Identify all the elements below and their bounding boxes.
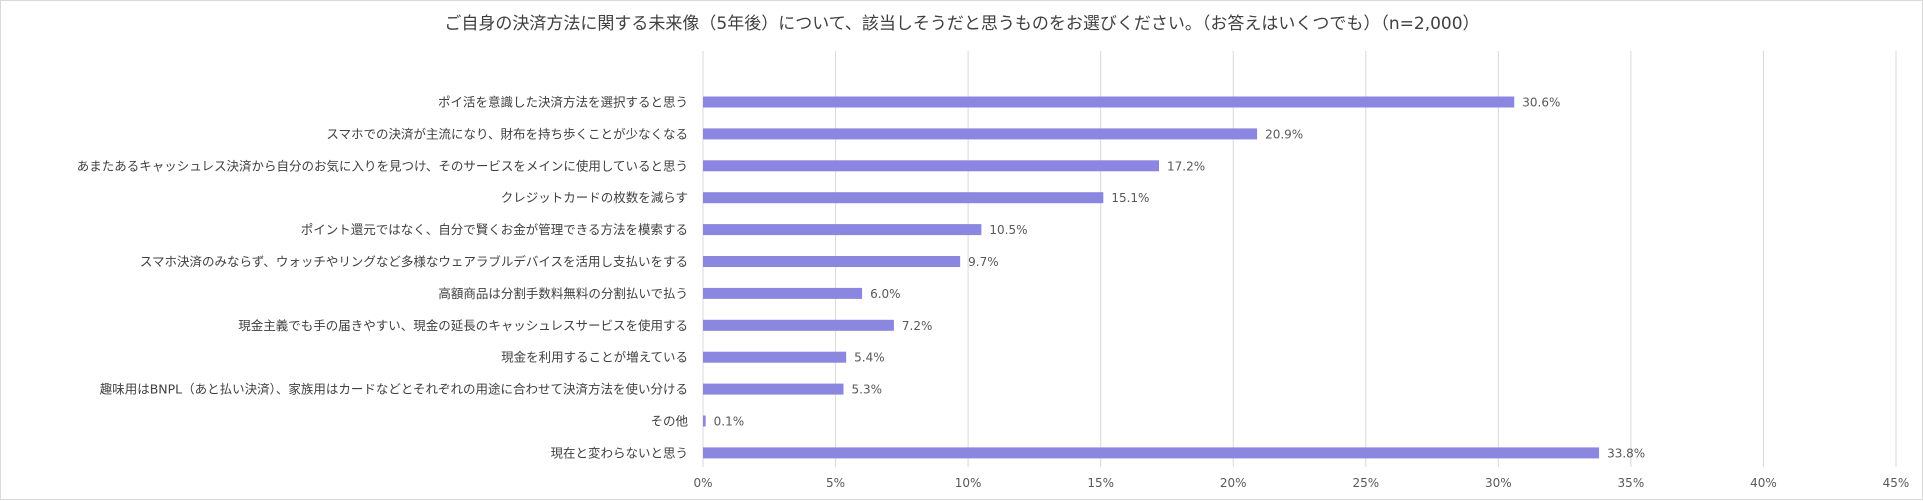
data-label: 5.3% [852, 383, 883, 397]
x-tick-label: 20% [1220, 476, 1247, 490]
data-label: 7.2% [902, 319, 933, 333]
category-label: クレジットカードの枚数を減らす [501, 190, 688, 205]
data-label: 6.0% [870, 287, 901, 301]
chart-title: ご自身の決済方法に関する未来像（5年後）について、該当しそうだと思うものをお選び… [444, 14, 1479, 34]
data-label: 33.8% [1607, 446, 1645, 460]
x-tick-label: 30% [1485, 476, 1512, 490]
bars [703, 96, 1600, 459]
category-label: スマホ決済のみならず、ウォッチやリングなど多様なウェアラブルデバイスを活用し支払… [140, 254, 688, 269]
category-label: スマホでの決済が主流になり、財布を持ち歩くことが少なくなる [326, 126, 688, 141]
data-label: 0.1% [714, 415, 745, 429]
bar [703, 224, 982, 236]
category-label: あまたあるキャッシュレス決済から自分のお気に入りを見つけ、そのサービスをメインに… [77, 158, 688, 173]
bar [703, 287, 863, 299]
data-label: 10.5% [989, 223, 1027, 237]
x-tick-label: 15% [1087, 476, 1114, 490]
bar [703, 415, 706, 427]
data-label: 20.9% [1265, 127, 1303, 141]
x-tick-label: 35% [1618, 476, 1645, 490]
category-label: ポイ活を意識した決済方法を選択すると思う [438, 95, 688, 110]
bar [703, 160, 1159, 172]
category-labels: ポイ活を意識した決済方法を選択すると思うスマホでの決済が主流になり、財布を持ち歩… [77, 95, 689, 461]
category-label: 現金主義でも手の届きやすい、現金の延長のキャッシュレスサービスを使用する [238, 318, 688, 333]
x-tick-label: 5% [826, 476, 845, 490]
data-label: 17.2% [1167, 159, 1205, 173]
x-axis-ticks: 0% 5% 10% 15% 20% 25% 30% 35% 40% 45% [693, 476, 1909, 490]
category-label: 現在と変わらないと思う [550, 445, 688, 460]
value-labels: 30.6% 20.9% 17.2% 15.1% 10.5% 9.7% 6.0% 7.2% 5.4… [714, 96, 1646, 461]
x-tick-label: 10% [955, 476, 982, 490]
data-label: 15.1% [1111, 191, 1149, 205]
bar [703, 256, 961, 267]
x-tick-label: 45% [1883, 476, 1910, 490]
bar [703, 96, 1515, 108]
category-label: 現金を利用することが増えている [501, 350, 688, 365]
data-label: 5.4% [854, 351, 885, 365]
bar [703, 383, 844, 395]
x-tick-label: 40% [1750, 476, 1777, 490]
category-label: ポイント還元ではなく、自分で賢くお金が管理できる方法を模索する [301, 222, 688, 237]
data-label: 30.6% [1522, 96, 1560, 110]
bar [703, 447, 1600, 459]
category-label: 趣味用はBNPL（あと払い決済）、家族用はカードなどとそれぞれの用途に合わせて決… [100, 382, 688, 397]
gridlines [702, 51, 1897, 467]
bar [703, 128, 1258, 140]
data-label: 9.7% [968, 255, 999, 269]
category-label: その他 [650, 414, 688, 429]
bar [703, 351, 847, 363]
category-label: 高額商品は分割手数料無料の分割払いで払う [438, 286, 688, 301]
bar [703, 319, 894, 331]
x-tick-label: 25% [1352, 476, 1379, 490]
bar [703, 192, 1104, 204]
x-tick-label: 0% [693, 476, 712, 490]
